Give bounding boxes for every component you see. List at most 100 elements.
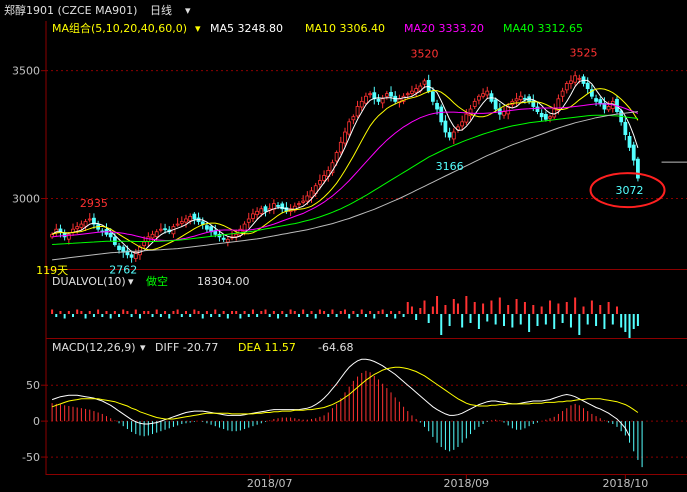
volume-bar <box>260 311 263 314</box>
volume-bar <box>402 314 405 317</box>
candle-body <box>435 103 439 110</box>
ma-legend-label[interactable]: MA组合(5,10,20,40,60,0) <box>52 21 187 35</box>
period-dropdown-icon[interactable]: ▾ <box>185 4 191 17</box>
volume-bar <box>193 309 196 314</box>
volume-bar <box>452 299 455 314</box>
candle-body <box>179 221 184 224</box>
period-label[interactable]: 日线 <box>150 3 172 17</box>
volume-bar <box>528 314 531 332</box>
volume-bar <box>92 314 95 317</box>
ma-legend-dropdown-icon[interactable]: ▾ <box>195 22 201 35</box>
volume-bar <box>214 309 217 314</box>
candle-body <box>623 121 628 136</box>
volume-bar <box>511 314 514 328</box>
volume-bar <box>205 311 208 314</box>
candle-body <box>447 132 452 138</box>
macd-line-dea <box>51 366 639 420</box>
candle-body <box>502 111 506 116</box>
candle-body <box>158 228 163 231</box>
volume-bar <box>172 311 175 314</box>
volume-bar <box>503 314 506 326</box>
volume-bar <box>218 314 221 317</box>
volume-bar <box>327 314 330 317</box>
x-tick-label: 2018/07 <box>247 477 293 490</box>
volume-bar <box>339 311 342 314</box>
y-tick-label: 0 <box>33 415 40 428</box>
volume-bar <box>482 303 485 314</box>
candle-body <box>514 98 519 102</box>
macd-lines <box>51 358 639 437</box>
volume-bar <box>628 314 631 338</box>
candle-body <box>569 80 573 84</box>
volume-bar <box>256 314 259 317</box>
volume-bar <box>352 311 355 314</box>
volume-bar <box>385 314 388 317</box>
volume-bar <box>318 309 321 314</box>
volume-bar <box>323 311 326 314</box>
candle-body <box>577 77 582 80</box>
volume-bar <box>578 314 581 335</box>
volume-bar <box>611 314 614 325</box>
candle-body <box>200 221 205 225</box>
x-tick-label: 2018/10 <box>603 477 649 490</box>
candle-body <box>548 116 552 119</box>
macd-legend-label[interactable]: MACD(12,26,9) <box>52 341 136 354</box>
volume-bar <box>197 311 200 314</box>
candle-body <box>426 79 431 92</box>
volume-bar <box>523 302 526 314</box>
volume-bar <box>97 309 100 314</box>
volume-bar <box>423 300 426 314</box>
candle-body <box>556 98 561 111</box>
volume-bar <box>344 309 346 314</box>
volume-bar <box>477 314 480 329</box>
volume-bar <box>210 314 213 317</box>
candle-body <box>309 190 314 198</box>
vol-legend-label[interactable]: DUALVOL(10) <box>52 275 126 288</box>
candle-body <box>129 254 134 258</box>
candle-body <box>280 203 285 210</box>
volume-bar <box>55 314 58 317</box>
candle-body <box>535 106 540 112</box>
candle-body <box>66 233 71 240</box>
volume-bar <box>373 314 376 319</box>
candle-body <box>297 203 301 206</box>
volume-bar <box>444 305 447 314</box>
candle-body <box>443 120 448 133</box>
y-tick-label: -50 <box>22 451 40 464</box>
ma5-legend: MA5 3248.80 <box>210 22 283 35</box>
volume-bar <box>469 314 472 323</box>
volume-bar <box>130 314 133 317</box>
volume-bar <box>168 314 171 319</box>
candle-body <box>79 223 84 228</box>
volume-bar <box>356 314 359 317</box>
volume-bar <box>569 314 572 328</box>
macd-legend-dropdown-icon[interactable]: ▾ <box>140 341 146 354</box>
candle-body <box>430 91 435 102</box>
macd-value: -64.68 <box>318 341 353 354</box>
candle-body <box>334 152 339 162</box>
vol-legend-dropdown-icon[interactable]: ▾ <box>128 275 134 288</box>
volume-bar <box>565 302 568 314</box>
volume-bar <box>277 314 280 319</box>
candle-body <box>192 213 197 220</box>
candle-body <box>531 100 536 107</box>
candle-body <box>251 213 255 219</box>
volume-bar <box>84 314 87 319</box>
candle-body <box>259 208 264 214</box>
candle-body <box>468 108 473 117</box>
volume-bar <box>615 306 618 314</box>
price-annotation: 3166 <box>436 160 464 173</box>
vol-value: 18304.00 <box>197 275 250 288</box>
candle-body <box>142 241 147 246</box>
macd-histogram <box>51 370 643 468</box>
price-annotation: 119天 <box>36 264 68 277</box>
volume-bar <box>164 311 167 314</box>
volume-bar <box>465 296 468 314</box>
candle-body <box>573 75 578 83</box>
volume-bar <box>143 311 146 314</box>
volume-bar <box>599 305 602 314</box>
candle-body <box>472 100 477 107</box>
candle-body <box>338 141 343 153</box>
candle-body <box>585 82 590 89</box>
